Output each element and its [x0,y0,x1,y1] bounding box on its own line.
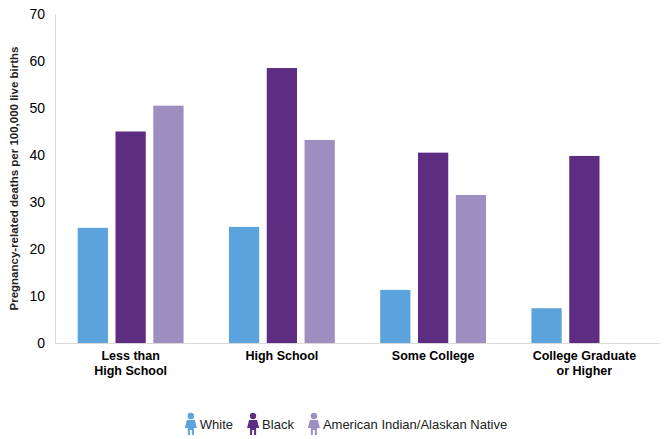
y-tick: 10 [29,288,55,304]
legend-icon-body [247,420,259,435]
y-axis: 0 10 20 30 40 50 60 70 [29,6,55,351]
y-tick-label: 50 [29,100,45,116]
x-tick-label: High School [245,349,318,363]
bar [116,132,146,344]
x-axis: Less thanHigh School High School Some Coll… [56,343,661,378]
bar [305,140,335,343]
y-tick-label: 70 [29,6,45,22]
y-tick: 40 [29,147,55,163]
legend-label: American Indian/Alaskan Native [323,417,507,432]
legend-item: American Indian/Alaskan Native [308,413,507,435]
legend-icon [308,413,320,435]
y-tick-label: 0 [37,335,45,351]
y-tick: 70 [29,6,55,22]
legend-label: White [200,417,233,432]
bar [229,227,259,343]
legend-item: White [185,413,233,435]
bar [380,290,410,343]
y-tick-label: 20 [29,241,45,257]
x-tick-label: College Graduateor Higher [533,349,637,378]
legend-icon [185,413,197,435]
plot: 0 10 20 30 40 50 60 70 Less thanHigh School High … [29,6,660,378]
x-axis-line [56,343,661,344]
bar [78,228,108,343]
y-tick-label: 40 [29,147,45,163]
bars [78,68,600,343]
bar [569,156,599,343]
y-tick: 0 [37,335,55,351]
bar [418,153,448,343]
legend-icon-body [185,420,197,435]
y-tick-label: 10 [29,288,45,304]
legend-icon-head [188,413,194,419]
y-axis-line [55,15,56,344]
x-tick: High School [245,343,318,363]
series [153,106,486,343]
bar [267,68,297,343]
chart: 0 10 20 30 40 50 60 70 Less thanHigh School High … [0,0,672,439]
x-tick: Less thanHigh School [94,343,167,378]
y-tick: 60 [29,53,55,69]
x-tick-label: Some College [392,349,475,363]
bar [531,308,561,343]
y-tick: 20 [29,241,55,257]
y-tick-label: 30 [29,194,45,210]
legend-icon-head [311,413,317,419]
legend-icon-head [250,413,256,419]
bar [153,106,183,343]
bar [456,195,486,343]
legend: White Black American Indian/Alaskan Native [185,413,507,435]
x-tick: College Graduateor Higher [533,343,637,378]
y-tick-label: 60 [29,53,45,69]
x-tick: Some College [392,343,475,363]
y-tick: 50 [29,100,55,116]
x-tick-label: Less thanHigh School [94,349,167,378]
series [116,68,600,343]
legend-icon [247,413,259,435]
legend-icon-body [308,420,320,435]
legend-label: Black [262,417,294,432]
y-tick: 30 [29,194,55,210]
legend-item: Black [247,413,294,435]
y-axis-title: Pregnancy-related deaths per 100,000 liv… [8,47,20,311]
